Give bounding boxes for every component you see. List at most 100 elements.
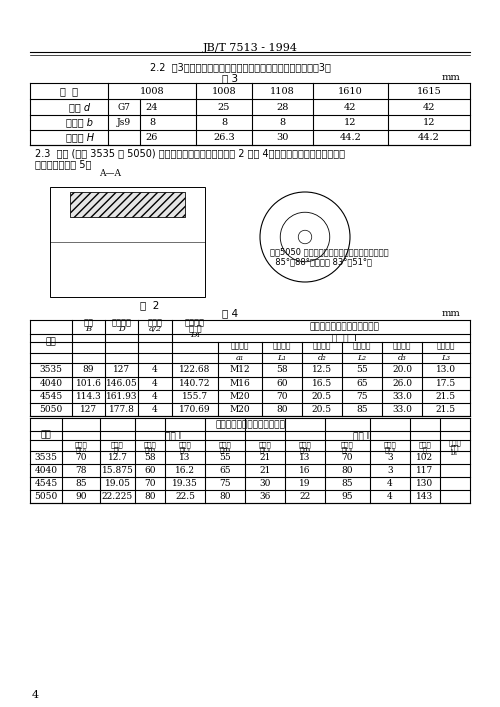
Text: 5050: 5050 <box>40 405 62 414</box>
Text: 8: 8 <box>280 118 285 127</box>
Text: 螺孔深度: 螺孔深度 <box>273 341 291 351</box>
Text: 16.5: 16.5 <box>312 379 332 388</box>
Text: 径d₃: 径d₃ <box>220 447 230 453</box>
Text: 85: 85 <box>356 405 368 414</box>
Text: 21.5: 21.5 <box>436 405 456 414</box>
Text: 22.225: 22.225 <box>102 492 133 501</box>
Text: 3535: 3535 <box>34 453 58 462</box>
Text: 光孔直径: 光孔直径 <box>313 341 331 351</box>
Text: mm: mm <box>442 74 460 83</box>
Text: 半锥角: 半锥角 <box>148 318 162 327</box>
Text: 光孔深: 光孔深 <box>384 442 396 448</box>
Text: 36: 36 <box>260 492 270 501</box>
Text: 90: 90 <box>75 492 87 501</box>
Text: 33.0: 33.0 <box>392 405 412 414</box>
Text: 和基本参数见表 5。: 和基本参数见表 5。 <box>35 159 92 169</box>
Text: 径d₂: 径d₂ <box>144 447 156 453</box>
Text: 170.69: 170.69 <box>179 405 211 414</box>
Text: 42: 42 <box>344 103 357 112</box>
Text: 光孔深度: 光孔深度 <box>353 341 371 351</box>
Text: 26.0: 26.0 <box>392 379 412 388</box>
Text: 系  列  I: 系 列 I <box>332 334 356 342</box>
Text: 注：5050 的拆卸孔与弹性槽中线的夹角和图示上: 注：5050 的拆卸孔与弹性槽中线的夹角和图示上 <box>270 247 388 257</box>
Text: 8: 8 <box>149 118 155 127</box>
Text: 21: 21 <box>260 453 270 462</box>
Text: 16.2: 16.2 <box>175 466 195 475</box>
Text: 161.93: 161.93 <box>106 392 137 401</box>
Text: 26.3: 26.3 <box>213 133 235 142</box>
Text: 键槽深 H: 键槽深 H <box>66 132 94 143</box>
Text: 4545: 4545 <box>34 479 58 488</box>
Text: 95: 95 <box>342 492 353 501</box>
Text: 55: 55 <box>356 366 368 375</box>
Text: 直 径: 直 径 <box>188 325 202 334</box>
Bar <box>50 187 205 297</box>
Text: 85: 85 <box>342 479 353 488</box>
Text: 65: 65 <box>356 379 368 388</box>
Text: 102: 102 <box>416 453 434 462</box>
Text: 13: 13 <box>180 453 190 462</box>
Text: 螺孔直: 螺孔直 <box>74 442 88 448</box>
Text: M20: M20 <box>230 405 250 414</box>
Text: 25: 25 <box>218 103 230 112</box>
Text: 表 4: 表 4 <box>222 308 238 318</box>
Text: 33.0: 33.0 <box>392 392 412 401</box>
Text: 15.875: 15.875 <box>102 466 134 475</box>
Text: 19.05: 19.05 <box>104 479 130 488</box>
Text: 8: 8 <box>221 118 227 127</box>
Text: 4545: 4545 <box>40 392 62 401</box>
Text: 26: 26 <box>146 133 158 142</box>
Text: 3: 3 <box>387 453 393 462</box>
Text: 28: 28 <box>276 103 288 112</box>
Text: 边孔中心: 边孔中心 <box>185 318 205 327</box>
Text: 大端外径: 大端外径 <box>112 318 132 327</box>
Text: 系列 I: 系列 I <box>166 431 182 440</box>
Text: M20: M20 <box>230 392 250 401</box>
Text: 30: 30 <box>260 479 270 488</box>
Text: 4: 4 <box>387 479 393 488</box>
Text: 78: 78 <box>75 466 87 475</box>
Text: 19.35: 19.35 <box>172 479 198 488</box>
Text: 80: 80 <box>276 405 288 414</box>
Bar <box>70 192 185 217</box>
Text: 12.5: 12.5 <box>312 366 332 375</box>
Text: 度L: 度L <box>114 447 122 453</box>
Text: 70: 70 <box>144 479 156 488</box>
Text: 光孔深: 光孔深 <box>178 442 192 448</box>
Text: 17.5: 17.5 <box>436 379 456 388</box>
Text: 光孔直: 光孔直 <box>144 442 156 448</box>
Text: 85°、88°的角度为 83°、51°。: 85°、88°的角度为 83°、51°。 <box>270 257 372 267</box>
Text: a₁: a₁ <box>236 354 244 362</box>
Text: 涨圈件光孔和拆卸用螺孔尺寸: 涨圈件光孔和拆卸用螺孔尺寸 <box>215 420 285 429</box>
Text: Js9: Js9 <box>117 118 131 127</box>
Text: 130: 130 <box>416 479 434 488</box>
Text: 5050: 5050 <box>34 492 58 501</box>
Bar <box>70 192 185 217</box>
Text: 13: 13 <box>300 453 310 462</box>
Text: 21: 21 <box>260 466 270 475</box>
Text: 44.2: 44.2 <box>340 133 361 142</box>
Text: 1108: 1108 <box>270 86 295 95</box>
Text: 65: 65 <box>219 466 231 475</box>
Text: 沉孔直径: 沉孔直径 <box>393 341 411 351</box>
Text: 4: 4 <box>152 379 158 388</box>
Text: 型号: 型号 <box>46 337 56 346</box>
Text: 42: 42 <box>423 103 435 112</box>
Text: 1008: 1008 <box>212 86 236 95</box>
Text: 75: 75 <box>356 392 368 401</box>
Text: mm: mm <box>442 308 460 317</box>
Text: 4: 4 <box>32 690 38 700</box>
Text: 2.2  表3列出的相应各型号孔径应采用薄型键槽，其尺寸见表3。: 2.2 表3列出的相应各型号孔径应采用薄型键槽，其尺寸见表3。 <box>150 62 330 72</box>
Text: 4: 4 <box>387 492 393 501</box>
Text: 19: 19 <box>299 479 311 488</box>
Text: 系列 II: 系列 II <box>353 431 372 440</box>
Text: 127: 127 <box>113 366 130 375</box>
Text: 127: 127 <box>80 405 97 414</box>
Text: 12: 12 <box>423 118 435 127</box>
Text: 70: 70 <box>75 453 87 462</box>
Text: 度L₃: 度L₃ <box>384 447 396 453</box>
Text: 径: 径 <box>423 447 427 453</box>
Text: 58: 58 <box>276 366 288 375</box>
Text: 度L₂: 度L₂ <box>180 447 190 453</box>
Text: 4040: 4040 <box>34 466 58 475</box>
